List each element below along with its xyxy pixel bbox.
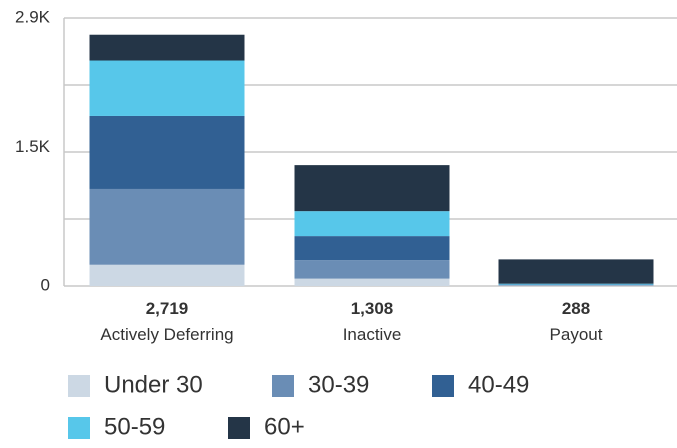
bar-segment-0-0 — [90, 265, 245, 286]
y-tick-label-0: 0 — [41, 275, 50, 294]
bar-segment-0-3 — [90, 61, 245, 116]
category-label-1: Inactive — [343, 325, 402, 344]
y-tick-label-1: 1.5K — [15, 137, 51, 156]
legend-swatch-4 — [228, 417, 250, 439]
y-tick-label-2: 2.9K — [15, 7, 51, 26]
legend: Under 30 30-39 40-49 50-59 60+ — [68, 371, 529, 440]
legend-swatch-2 — [432, 375, 454, 397]
legend-swatch-0 — [68, 375, 90, 397]
bar-segment-1-2 — [295, 236, 450, 260]
bar-segment-0-2 — [90, 116, 245, 189]
bar-total-label-2: 288 — [562, 299, 590, 318]
legend-label-0: Under 30 — [104, 371, 203, 398]
bar-segment-1-1 — [295, 260, 450, 278]
bar-segment-0-1 — [90, 189, 245, 265]
y-axis: 0 1.5K 2.9K — [15, 7, 64, 294]
legend-item-3: 50-59 — [68, 413, 165, 440]
category-label-0: Actively Deferring — [100, 325, 233, 344]
legend-label-4: 60+ — [264, 413, 305, 440]
bar-segment-2-3 — [499, 284, 654, 285]
legend-item-0: Under 30 — [68, 371, 203, 398]
bar-total-label-1: 1,308 — [351, 299, 394, 318]
bar-segment-1-0 — [295, 279, 450, 286]
category-label-2: Payout — [550, 325, 603, 344]
legend-label-1: 30-39 — [308, 371, 369, 398]
legend-item-2: 40-49 — [432, 371, 529, 398]
legend-item-4: 60+ — [228, 413, 305, 440]
bar-segment-2-4 — [499, 259, 654, 283]
legend-swatch-1 — [272, 375, 294, 397]
bar-total-label-0: 2,719 — [146, 299, 189, 318]
bars — [90, 35, 654, 286]
bar-segment-1-4 — [295, 165, 450, 211]
legend-label-2: 40-49 — [468, 371, 529, 398]
legend-swatch-3 — [68, 417, 90, 439]
bar-segment-1-3 — [295, 211, 450, 236]
legend-item-1: 30-39 — [272, 371, 369, 398]
bar-segment-0-4 — [90, 35, 245, 61]
legend-label-3: 50-59 — [104, 413, 165, 440]
category-labels: 2,719 Actively Deferring 1,308 Inactive 288 P… — [100, 299, 602, 344]
